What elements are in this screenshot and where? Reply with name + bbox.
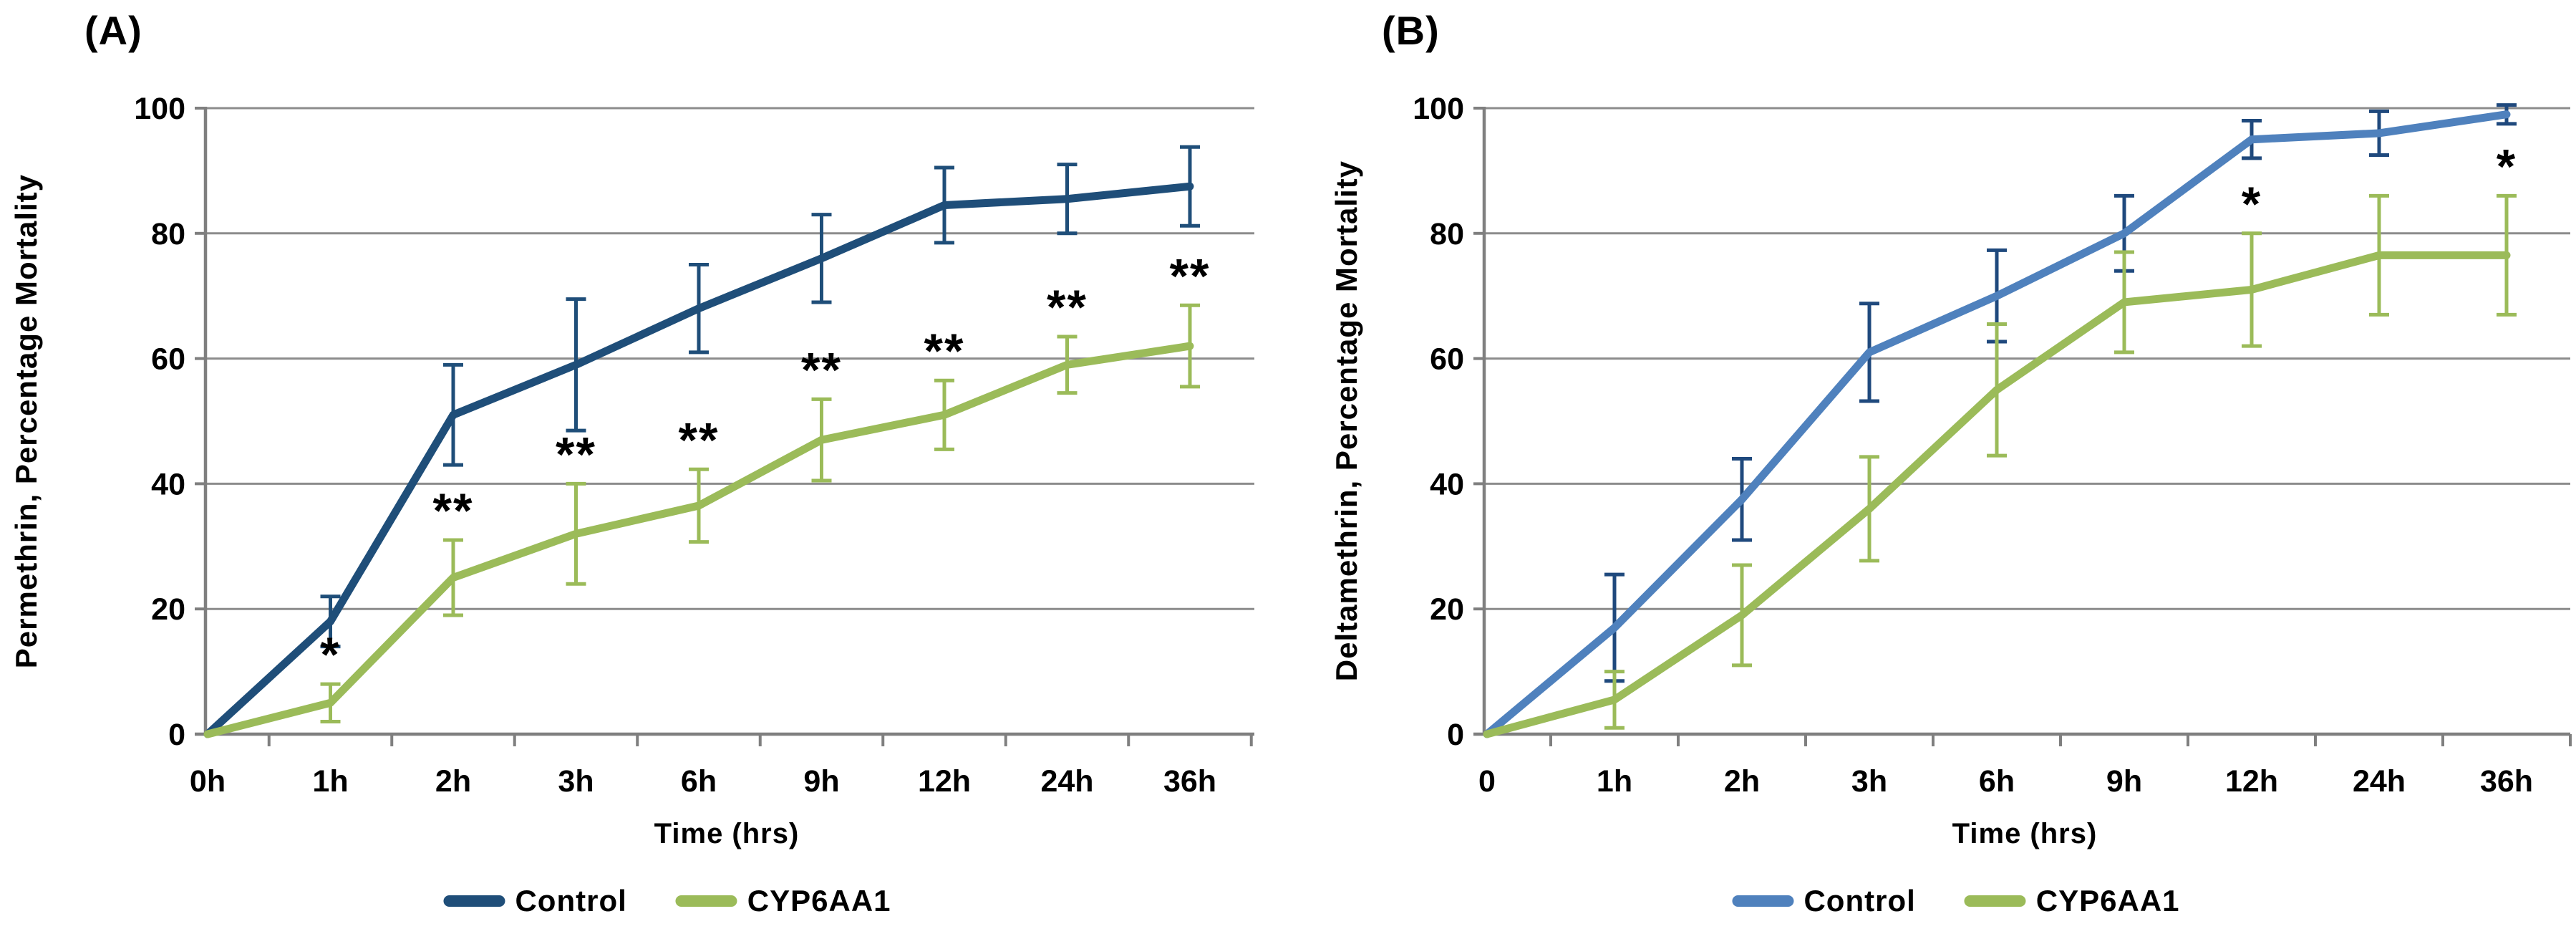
y-tick-label: 0 — [1447, 718, 1464, 752]
series-line-CYP6AA1 — [1483, 251, 2511, 738]
x-tick-label: 1h — [312, 764, 348, 799]
y-tick-label: 60 — [1430, 342, 1464, 377]
panel-b-y-axis-title: Deltamethrin, Percentage Mortality — [1326, 92, 1367, 751]
x-tick-label: 3h — [1851, 764, 1887, 799]
significance-asterisk: ** — [801, 342, 842, 397]
significance-asterisk: * — [2242, 177, 2262, 231]
legend-line-swatch-control — [1732, 895, 1794, 907]
y-tick-label: 0 — [168, 718, 185, 752]
x-tick-label: 9h — [2106, 764, 2142, 799]
y-tick-label: 20 — [1430, 592, 1464, 627]
legend-line-swatch-cyp6aa1 — [1964, 895, 2026, 907]
x-tick-label: 3h — [558, 764, 594, 799]
x-tick-label: 36h — [2480, 764, 2533, 799]
y-tick-label: 80 — [1430, 217, 1464, 251]
panel-a-x-axis-title: Time (hrs) — [654, 818, 800, 849]
x-tick-label: 12h — [918, 764, 971, 799]
significance-asterisk: ** — [1170, 249, 1211, 303]
legend-label-control: Control — [515, 884, 627, 917]
significance-asterisk: ** — [433, 483, 474, 538]
panel-b-plot: 0 20 40 60 80 100 0 1h 2h 3h 6h 9h 12h 24h 36h * * — [1413, 92, 2572, 799]
y-tick-label: 60 — [151, 342, 185, 377]
legend-line-swatch-control — [443, 895, 505, 907]
legend-label-cyp6aa1: CYP6AA1 — [747, 884, 891, 917]
x-tick-label: 2h — [435, 764, 471, 799]
significance-asterisk: ** — [924, 324, 965, 378]
x-tick-label: 9h — [803, 764, 839, 799]
x-tick-label: 24h — [1040, 764, 1093, 799]
y-tick-label: 100 — [1413, 92, 1464, 126]
series-line-CYP6AA1 — [203, 342, 1194, 738]
panel-a-y-axis-title-text: Permethrin, Percentage Mortality — [9, 173, 43, 669]
panel-a-legend: Control CYP6AA1 — [443, 884, 891, 918]
y-tick-label: 20 — [151, 592, 185, 627]
panel-b-label: (B) — [1382, 8, 1440, 53]
panel-a-y-axis-title: Permethrin, Percentage Mortality — [6, 92, 47, 751]
x-tick-label: 0h — [190, 764, 226, 799]
panel-b-legend: Control CYP6AA1 — [1732, 884, 2179, 918]
panel-b-x-axis-title: Time (hrs) — [1952, 818, 2098, 849]
y-tick-label: 100 — [134, 92, 185, 126]
series-line-Control — [203, 182, 1194, 738]
legend-label-control: Control — [1803, 884, 1916, 917]
significance-asterisk: * — [320, 627, 340, 682]
legend-label-cyp6aa1: CYP6AA1 — [2035, 884, 2180, 917]
x-tick-label: 12h — [2225, 764, 2278, 799]
x-tick-label: 24h — [2353, 764, 2406, 799]
y-tick-label: 40 — [1430, 467, 1464, 501]
x-tick-label: 36h — [1163, 764, 1216, 799]
legend-line-swatch-cyp6aa1 — [675, 895, 737, 907]
panel-a-label: (A) — [84, 8, 142, 53]
series-line-Control — [1483, 110, 2511, 738]
significance-asterisk: ** — [556, 427, 596, 481]
y-tick-label: 80 — [151, 217, 185, 251]
panel-b-y-axis-title-text: Deltamethrin, Percentage Mortality — [1330, 160, 1363, 682]
y-tick-label: 40 — [151, 467, 185, 501]
significance-asterisk: * — [2497, 139, 2517, 193]
x-tick-label: 6h — [1979, 764, 2015, 799]
x-tick-label: 1h — [1597, 764, 1632, 799]
significance-asterisk: ** — [1047, 280, 1088, 334]
x-tick-label: 0 — [1478, 764, 1496, 799]
x-tick-label: 6h — [681, 764, 717, 799]
significance-asterisk: ** — [679, 413, 720, 467]
x-tick-label: 2h — [1724, 764, 1760, 799]
